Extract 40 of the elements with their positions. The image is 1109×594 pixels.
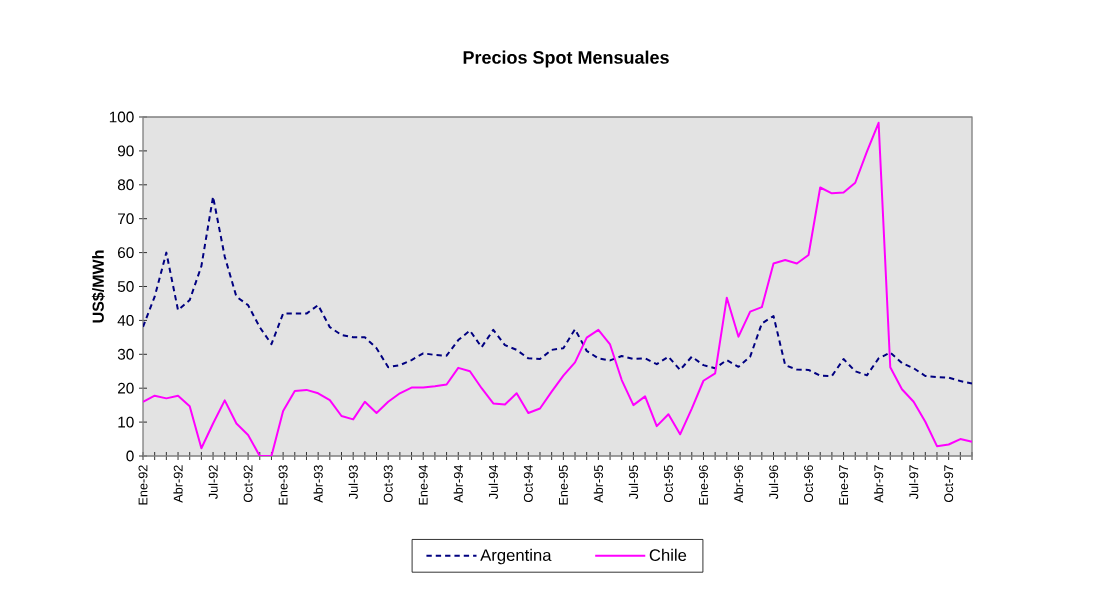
x-tick-label: Abr-94 bbox=[453, 465, 463, 503]
x-tick-label: Jul-92 bbox=[208, 465, 218, 500]
y-tick-label: 30 bbox=[117, 348, 134, 360]
y-tick-label: 0 bbox=[126, 450, 134, 462]
x-tick-label: Oct-95 bbox=[663, 465, 673, 503]
y-tick-label: 70 bbox=[118, 213, 134, 225]
x-tick-label: Jul-93 bbox=[348, 465, 358, 500]
x-tick-label: Ene-96 bbox=[698, 465, 708, 505]
y-tick-label: 60 bbox=[118, 247, 134, 259]
legend-label: Chile bbox=[649, 548, 687, 562]
y-tick-label: 40 bbox=[117, 314, 134, 326]
x-tick-label: Oct-94 bbox=[523, 465, 533, 503]
x-tick-label: Jul-96 bbox=[768, 465, 779, 500]
x-tick-label: Abr-95 bbox=[593, 465, 604, 503]
x-tick-label: Abr-97 bbox=[873, 465, 884, 503]
x-tick-label: Oct-96 bbox=[804, 465, 814, 503]
x-tick-label: Abr-93 bbox=[313, 465, 323, 503]
x-tick-label: Ene-95 bbox=[558, 465, 568, 505]
x-tick-label: Ene-93 bbox=[278, 465, 288, 505]
y-tick-label: 80 bbox=[117, 179, 134, 191]
x-tick-label: Abr-92 bbox=[173, 465, 183, 503]
y-tick-label: 50 bbox=[117, 281, 134, 292]
x-tick-label: Jul-97 bbox=[908, 465, 919, 500]
y-tick-label: 10 bbox=[118, 416, 134, 428]
x-tick-label: Ene-94 bbox=[418, 465, 428, 505]
y-tick-label: 90 bbox=[117, 145, 134, 157]
x-tick-label: Jul-94 bbox=[488, 465, 498, 500]
x-tick-label: Oct-93 bbox=[383, 465, 393, 503]
y-axis-title: US$/MWh bbox=[91, 250, 105, 323]
x-tick-label: Abr-96 bbox=[733, 465, 744, 503]
x-tick-label: Oct-97 bbox=[944, 465, 954, 503]
legend-label: Argentina bbox=[480, 548, 552, 565]
x-tick-label: Jul-95 bbox=[628, 465, 639, 500]
y-tick-label: 20 bbox=[118, 382, 134, 394]
y-tick-label: 100 bbox=[109, 111, 134, 123]
x-tick-label: Ene-92 bbox=[138, 465, 148, 505]
chart-title: Precios Spot Mensuales bbox=[463, 50, 669, 68]
line-series bbox=[143, 121, 973, 456]
x-tick-label: Oct-92 bbox=[243, 465, 253, 503]
x-tick-label: Ene-97 bbox=[839, 465, 849, 505]
